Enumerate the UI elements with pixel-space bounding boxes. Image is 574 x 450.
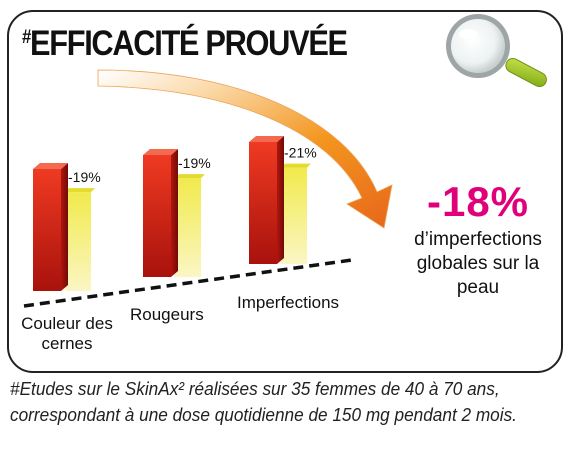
baseline [23, 258, 353, 308]
bar-red-top-1 [143, 149, 178, 155]
magnifier-icon [446, 14, 547, 88]
footnote-line-1: #Etudes sur le SkinAx² réalisées sur 35 … [10, 378, 500, 399]
title-mark: # [22, 27, 31, 48]
category-label-couleur: Couleur des cernes [21, 314, 113, 353]
data-label-0: -19% [68, 169, 101, 185]
bar-red-top-0 [33, 163, 68, 169]
footnote-line-2: correspondant à une dose quotidienne de … [10, 404, 517, 425]
title-text: EFFICACITÉ PROUVÉE [29, 24, 348, 63]
curved-arrow-icon [97, 69, 393, 229]
bar-yellow-1 [175, 178, 201, 277]
bar-red-1 [143, 155, 171, 277]
chart-title: #EFFICACITÉ PROUVÉE [22, 24, 348, 64]
bar-yellow-top-2 [281, 163, 311, 168]
highlight-value: -18% [426, 178, 530, 225]
data-label-1: -19% [178, 155, 211, 171]
bar-red-side-1 [171, 149, 178, 277]
bar-red-side-0 [61, 163, 68, 291]
highlight-text: d’imperfections globales sur la peau [414, 229, 542, 298]
bar-red-top-2 [249, 136, 284, 142]
bar-red-2 [249, 142, 277, 264]
bar-red-0 [33, 169, 61, 291]
bar-yellow-2 [281, 167, 307, 264]
bar-yellow-top-0 [65, 188, 95, 193]
category-label-imperfections: Imperfections [237, 293, 340, 312]
bar-yellow-top-1 [175, 174, 205, 179]
category-label-rougeurs: Rougeurs [130, 305, 204, 324]
bar-yellow-0 [65, 192, 91, 291]
bar-red-side-2 [277, 136, 284, 264]
data-label-2: -21% [284, 145, 317, 161]
